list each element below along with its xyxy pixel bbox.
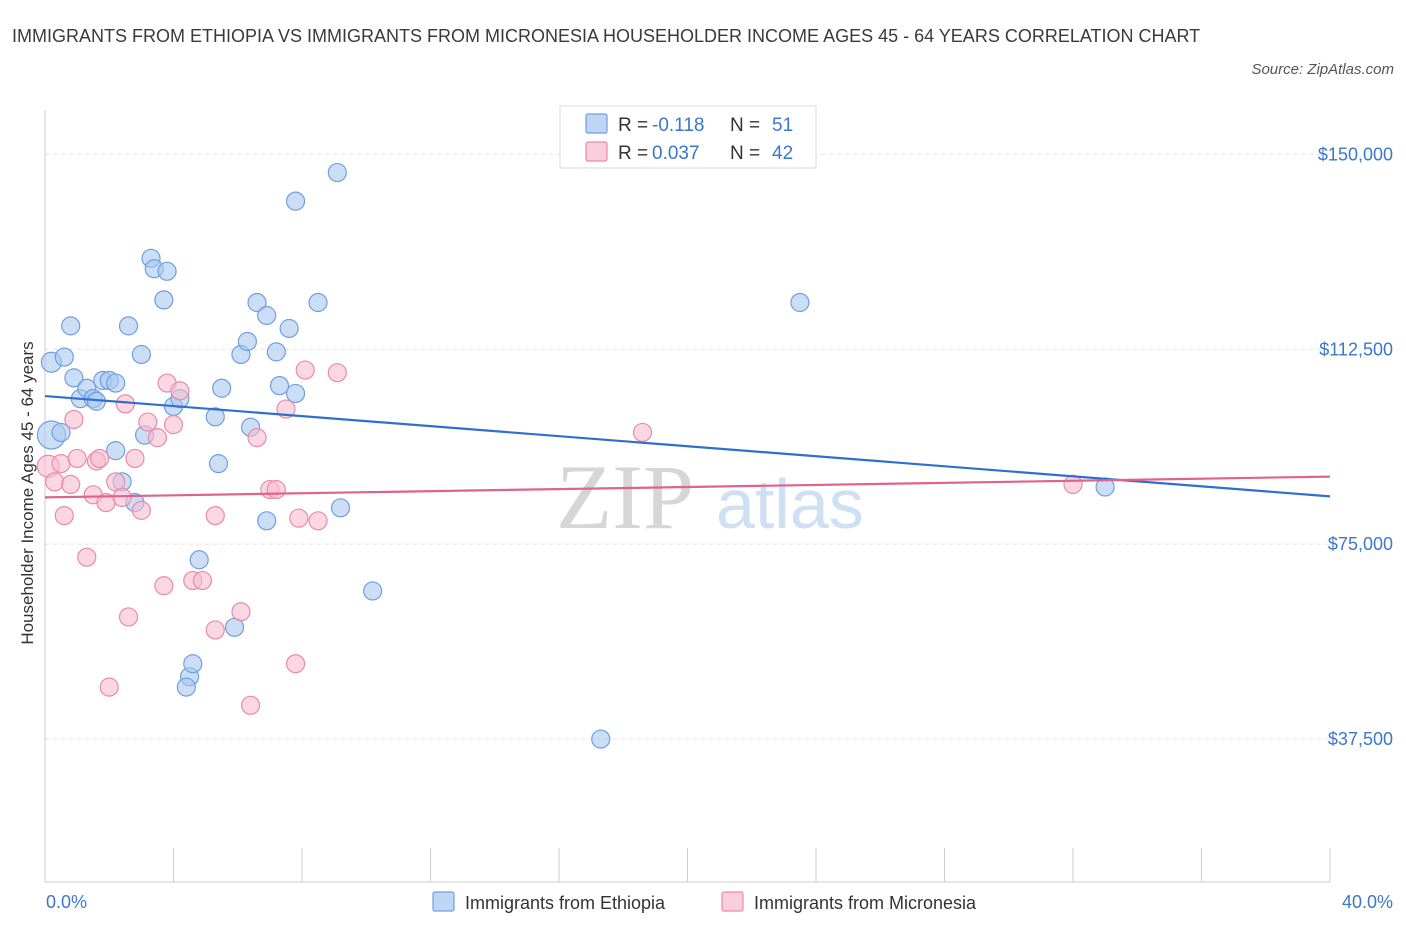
ethiopia-point-42 xyxy=(285,383,306,404)
ethiopia-point-46 xyxy=(330,498,351,518)
series-legend-label-micronesia: Immigrants from Micronesia xyxy=(754,893,977,913)
micronesia-point-39 xyxy=(327,363,347,383)
micronesia-point-1 xyxy=(45,472,65,492)
y-tick-labels: $37,500 $75,000 $112,500 $150,000 xyxy=(1318,144,1393,749)
micronesia-point-14 xyxy=(112,487,132,508)
y-tick-label-0: $37,500 xyxy=(1328,729,1393,749)
ethiopia-point-21 xyxy=(157,261,177,281)
micronesia-point-35 xyxy=(285,654,306,674)
micronesia-point-36 xyxy=(289,508,309,528)
ethiopia-point-29 xyxy=(205,407,225,427)
legend-r-label-micronesia: R = xyxy=(618,143,648,164)
axes xyxy=(44,110,1331,883)
micronesia-point-16 xyxy=(118,607,139,627)
ethiopia-point-15 xyxy=(118,316,139,336)
ethiopia-point-12 xyxy=(106,373,126,393)
series-legend-swatch-ethiopia xyxy=(432,891,455,912)
x-tick-label-0: 0.0% xyxy=(46,892,87,912)
y-axis-label: Householder Income Ages 45 - 64 years xyxy=(18,341,37,644)
ethiopia-point-48 xyxy=(591,729,611,749)
ethiopia-point-39 xyxy=(266,342,286,362)
chart-title: IMMIGRANTS FROM ETHIOPIA VS IMMIGRANTS F… xyxy=(12,26,1201,46)
ethiopia-point-22 xyxy=(154,290,174,310)
micronesia-point-3 xyxy=(54,505,74,526)
series-legend: Immigrants from Ethiopia Immigrants from… xyxy=(432,891,977,913)
micronesia-point-2 xyxy=(51,454,71,474)
legend-n-value-ethiopia: 51 xyxy=(772,115,793,136)
micronesia-point-38 xyxy=(308,511,328,531)
ethiopia-point-45 xyxy=(327,162,347,183)
micronesia-point-4 xyxy=(61,474,81,495)
ethiopia-point-37 xyxy=(257,511,277,531)
legend-r-label-ethiopia: R = xyxy=(618,115,648,136)
ethiopia-point-28 xyxy=(183,654,203,674)
watermark-zip: ZIP xyxy=(556,446,694,548)
legend-n-label-micronesia: N = xyxy=(730,143,760,164)
micronesia-point-19 xyxy=(138,412,158,432)
ethiopia-point-43 xyxy=(285,191,306,211)
micronesia-point-31 xyxy=(247,428,267,448)
y-tick-label-3: $150,000 xyxy=(1318,144,1393,164)
micronesia-point-6 xyxy=(67,448,87,469)
micronesia-point-27 xyxy=(205,620,225,640)
ethiopia-point-36 xyxy=(247,292,267,313)
trend-lines xyxy=(44,394,1331,499)
series-legend-swatch-micronesia xyxy=(721,891,744,912)
micronesia-point-10 xyxy=(90,448,110,469)
micronesia-point-18 xyxy=(131,500,151,520)
legend-swatch-micronesia xyxy=(585,141,608,162)
ethiopia-point-47 xyxy=(363,581,383,601)
source-label: Source: ZipAtlas.com xyxy=(1251,61,1394,78)
ethiopia-point-2 xyxy=(51,422,71,443)
ethiopia-point-31 xyxy=(212,378,232,398)
micronesia-point-7 xyxy=(77,547,97,567)
ethiopia-point-30 xyxy=(208,454,229,474)
ethiopia-point-41 xyxy=(279,318,299,339)
micronesia-point-40 xyxy=(632,422,653,443)
micronesia-point-29 xyxy=(231,602,251,622)
y-tick-label-1: $75,000 xyxy=(1328,534,1393,554)
series-legend-label-ethiopia: Immigrants from Ethiopia xyxy=(465,893,666,913)
ethiopia-point-3 xyxy=(54,347,74,367)
ethiopia-point-38 xyxy=(257,305,277,326)
x-tick-label-1: 40.0% xyxy=(1342,892,1393,912)
micronesia-point-24 xyxy=(170,381,190,401)
ethiopia-point-44 xyxy=(308,292,328,313)
micronesia-trend-line xyxy=(44,475,1331,499)
legend-n-label-ethiopia: N = xyxy=(730,115,760,136)
ethiopia-point-13 xyxy=(106,441,126,461)
micronesia-points xyxy=(36,360,1083,715)
micronesia-point-17 xyxy=(125,448,145,469)
ethiopia-point-5 xyxy=(64,368,84,388)
micronesia-point-26 xyxy=(192,570,213,591)
ethiopia-point-34 xyxy=(237,331,257,352)
micronesia-point-30 xyxy=(241,695,261,715)
micronesia-point-33 xyxy=(266,480,286,500)
micronesia-point-20 xyxy=(147,428,168,448)
micronesia-point-21 xyxy=(154,576,174,596)
x-tick-labels: 0.0% 40.0% xyxy=(46,892,1393,912)
micronesia-point-5 xyxy=(64,409,84,430)
legend-r-value-ethiopia: -0.118 xyxy=(652,115,704,136)
legend-n-value-micronesia: 42 xyxy=(772,143,793,164)
ethiopia-point-40 xyxy=(269,376,290,396)
micronesia-point-23 xyxy=(163,415,184,435)
micronesia-point-37 xyxy=(295,360,315,380)
ethiopia-point-49 xyxy=(790,292,810,313)
legend-swatch-ethiopia xyxy=(585,113,608,134)
y-tick-label-2: $112,500 xyxy=(1319,339,1393,359)
micronesia-point-28 xyxy=(205,505,225,526)
watermark-atlas: atlas xyxy=(716,465,864,543)
micronesia-point-41 xyxy=(1063,474,1083,495)
micronesia-point-12 xyxy=(99,677,119,697)
ethiopia-point-25 xyxy=(189,550,209,570)
correlation-legend: R = -0.118 N = 51 R = 0.037 N = 42 xyxy=(559,105,817,169)
watermark: ZIP atlas xyxy=(556,446,864,548)
legend-r-value-micronesia: 0.037 xyxy=(652,143,700,164)
ethiopia-point-17 xyxy=(131,344,151,365)
ethiopia-point-4 xyxy=(61,316,81,336)
ethiopia-point-27 xyxy=(176,677,196,697)
